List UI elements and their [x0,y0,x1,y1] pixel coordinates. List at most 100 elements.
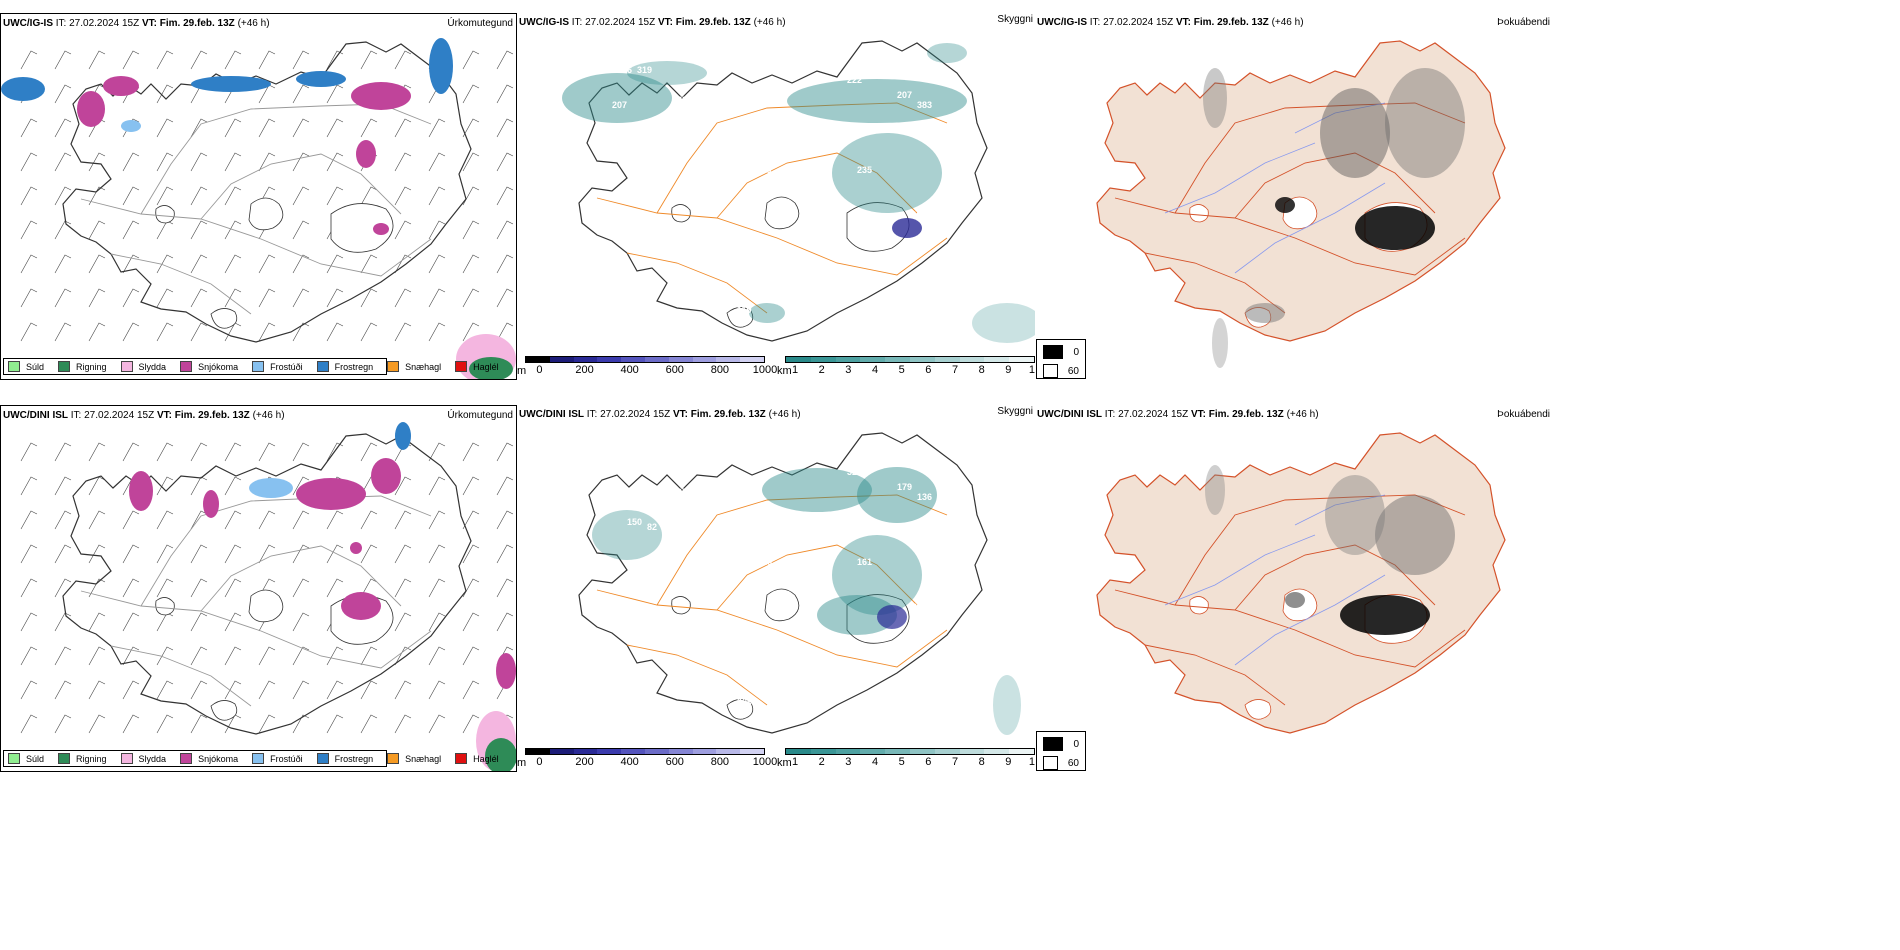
scale-tick-label: 600 [665,364,684,376]
wind-barb [394,322,412,342]
visibility-area [892,218,922,238]
legend-label: Haglél [473,753,499,764]
wind-barb [224,254,242,274]
wind-barb [122,646,140,666]
wind-barb [360,50,378,70]
scale-tick-label: 10 [1028,756,1035,768]
scale-tick-label: 1 [791,364,799,376]
wind-barb [54,152,72,172]
road-line [716,152,918,219]
road-line [1174,494,1466,606]
wind-barb [156,84,174,104]
legend-swatch [120,361,133,372]
road-line [716,544,918,611]
wind-barb [190,646,208,666]
visibility-value-label: 319 [637,65,652,75]
wind-barb [292,714,310,734]
wind-barb [54,578,72,598]
wind-barb [360,578,378,598]
coastline [62,433,472,735]
visibility-value-label: 136 [917,492,932,502]
wind-barb [122,322,140,342]
wind-barb [156,288,174,308]
visibility-value-label: 209 [737,697,752,707]
visibility-area [972,303,1035,343]
wind-barb [54,680,72,700]
legend-swatch [8,361,20,372]
wind-barb [428,442,446,462]
precip-area [249,478,293,498]
legend-swatch [1043,756,1058,770]
wind-barb [428,220,446,240]
fog-index-area [1355,206,1435,250]
wind-barb [156,152,174,172]
wind-barb [496,476,514,496]
wind-barb [428,612,446,632]
wind-barb [156,50,174,70]
road-line [1144,644,1286,706]
precip-legend-item: Snjókoma [180,361,238,372]
wind-barb [156,476,174,496]
wind-barb [20,476,38,496]
precip-area [203,490,219,518]
wind-barb [258,254,276,274]
scale-tick-label: 3 [845,756,852,768]
wind-barb [258,510,276,530]
wind-barb [326,50,344,70]
wind-barb [326,152,344,172]
scale-tick-label: 800 [710,364,730,376]
wind-barb [20,220,38,240]
visibility-value-label: 197 [637,457,652,467]
legend-label: Snjókoma [198,361,239,372]
wind-barb [258,646,276,666]
legend-swatch [1043,345,1064,359]
river-line [1164,142,1316,214]
legend-swatch [1043,364,1058,378]
wind-barb [326,288,344,308]
coastline [578,432,988,734]
wind-barb [122,186,140,206]
wind-barb [394,118,412,138]
wind-barb [156,680,174,700]
fog-legend-2: 0 60 [1036,731,1086,771]
wind-barb [224,612,242,632]
precip-panel-2: UWC/DINI ISL IT: 27.02.2024 15Z VT: Fim.… [0,405,517,772]
wind-barb [394,612,412,632]
wind-barb [156,612,174,632]
road-line [656,494,948,606]
road-line [140,103,432,215]
wind-barb [88,646,106,666]
wind-barb [88,186,106,206]
wind-barb [122,544,140,564]
road-line [110,645,252,707]
legend-swatch [8,753,20,764]
wind-barb [54,612,72,632]
legend-label: Slydda [138,361,167,372]
wind-barb [20,646,38,666]
legend-swatch [252,361,265,372]
wind-barb [292,322,310,342]
wind-barb [20,322,38,342]
scale-tick-label: 9 [1005,364,1012,376]
wind-barb [360,646,378,666]
wind-barb [224,50,242,70]
wind-barb [496,220,514,240]
wind-barb [462,646,480,666]
precip-map-2 [20,422,516,771]
visibility-area [592,510,662,560]
wind-barb [394,254,412,274]
wind-barb [190,288,208,308]
glacier-outline [248,197,284,231]
precip-area [350,542,362,554]
wind-barb [20,288,38,308]
wind-barb [428,680,446,700]
visibility-value-label: 207 [612,100,627,110]
fog-map-1 [1096,40,1506,368]
scale-tick-label: 10 [1028,364,1035,376]
glacier-outline [671,204,691,223]
wind-barb [462,544,480,564]
precip-panel-title-2: UWC/DINI ISL IT: 27.02.2024 15Z VT: Fim.… [3,410,285,421]
glacier-outline [330,203,394,253]
precip-area [129,471,153,511]
